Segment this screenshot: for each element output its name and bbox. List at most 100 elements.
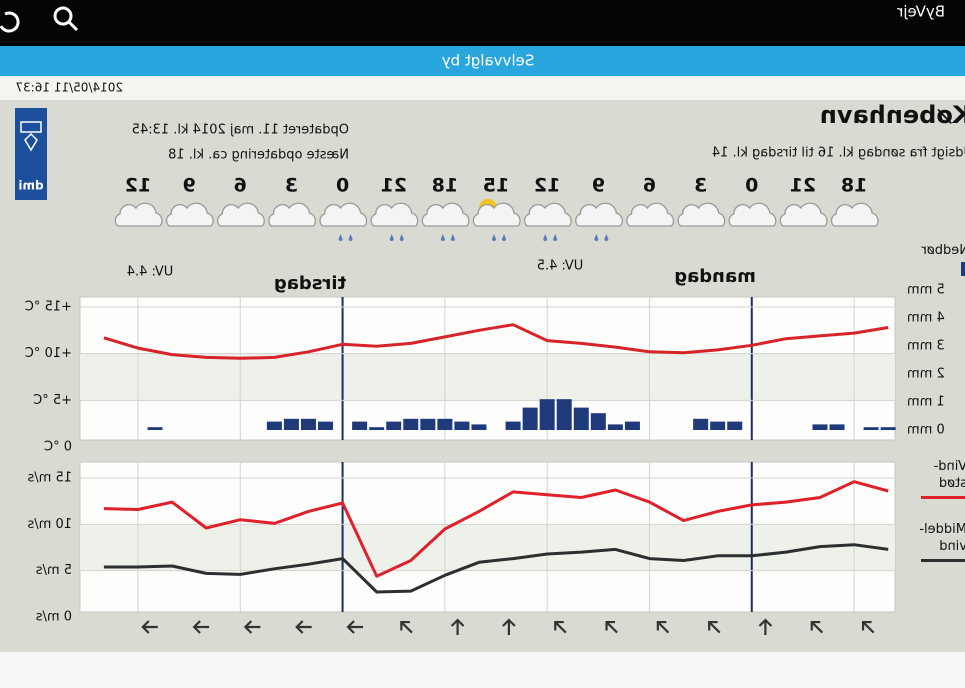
- timestamp: 2014/05/11 16:37: [15, 81, 123, 95]
- weather-icon: [677, 202, 726, 227]
- y-tick-label: 5 m/s: [36, 563, 72, 578]
- y-tick-label: 0 °C: [44, 440, 72, 455]
- wind-arrow: [141, 620, 158, 634]
- wind-arrow: [708, 620, 721, 634]
- wind-arrow: [192, 620, 210, 634]
- precip-bar: [403, 418, 419, 430]
- y-tick-label: 0 m/s: [36, 610, 72, 625]
- precip-bar: [369, 427, 385, 430]
- footer: [0, 652, 965, 688]
- cloud: [268, 202, 316, 227]
- series-line: [103, 480, 889, 578]
- rain-drop: [502, 234, 507, 241]
- precip-bar: [710, 421, 726, 430]
- rain-drop: [338, 234, 343, 241]
- precip-bar: [573, 407, 589, 430]
- wind-arrow: [656, 620, 670, 634]
- y-tick-label: 10 m/s: [27, 517, 72, 532]
- cloud: [165, 202, 214, 227]
- cloud: [830, 202, 879, 227]
- rain-drop: [348, 234, 353, 241]
- weather-icon: [728, 202, 777, 227]
- cloud: [523, 202, 572, 227]
- hour-label: 21: [380, 175, 406, 197]
- weather-icon: [114, 202, 163, 227]
- hour-label: 12: [534, 175, 560, 197]
- precip-bar: [880, 427, 896, 430]
- weather-icon: [319, 202, 368, 241]
- legend-label: Vind-stød: [933, 459, 965, 491]
- day-label: mandag: [674, 266, 756, 287]
- precip-bar: [471, 424, 487, 430]
- logo-crest: [20, 121, 42, 152]
- y2-tick-label: 3 mm: [907, 339, 945, 354]
- updated: Opdateret 11. maj 2014 kl. 13:45: [132, 123, 349, 138]
- search-icon[interactable]: [53, 6, 79, 32]
- rain-drop: [492, 234, 497, 241]
- weather-icon: [165, 202, 214, 227]
- rain-drop: [553, 234, 558, 241]
- weather-icon: [626, 202, 675, 227]
- wind-arrow: [346, 620, 363, 634]
- y-tick-label: 15 m/s: [27, 471, 72, 486]
- y2-tick-label: 2 mm: [907, 367, 945, 382]
- hour-label: 9: [592, 175, 605, 197]
- city-name: København: [820, 101, 965, 129]
- legend-label: Nedbør: [921, 243, 965, 258]
- precip-bar: [727, 421, 743, 430]
- y-tick-label: +15 °C: [25, 300, 72, 315]
- cloud: [728, 202, 777, 227]
- rain-drop: [450, 234, 455, 241]
- refresh-icon[interactable]: [0, 11, 20, 33]
- status-bar: [0, 0, 965, 46]
- hour-label: 15: [483, 175, 509, 197]
- precip-bar: [556, 399, 572, 430]
- weather-icon: [217, 202, 265, 227]
- precip-bar: [693, 418, 709, 430]
- hour-label: 0: [336, 175, 349, 197]
- cloud: [319, 202, 368, 227]
- cloud: [114, 202, 163, 227]
- precip-bar: [386, 421, 402, 430]
- next-update: Næste opdatering ca. kl. 18: [168, 148, 349, 163]
- precip-bar: [147, 427, 163, 430]
- hour-label: 6: [234, 175, 247, 197]
- hour-label: 0: [745, 175, 758, 197]
- precip-bar: [863, 427, 879, 430]
- rain-drop: [389, 234, 394, 241]
- precip-bar: [437, 418, 453, 430]
- chart-band: [80, 353, 895, 401]
- chart-band: [80, 524, 895, 571]
- cloud: [472, 202, 521, 227]
- wind-arrow: [400, 620, 413, 634]
- precip-bar: [352, 421, 368, 430]
- y2-tick-label: 4 mm: [907, 311, 945, 326]
- forecast-period: Udsigt fra søndag kl. 16 til tirsdag kl.…: [712, 146, 965, 161]
- wind-arrow: [554, 620, 567, 634]
- legend-swatch: [921, 496, 965, 499]
- legend-swatch: [961, 262, 965, 276]
- hour-label: 3: [694, 175, 707, 197]
- precip-bar: [283, 418, 299, 430]
- y-tick-label: +5 °C: [33, 393, 72, 408]
- weather-icon: [523, 202, 572, 241]
- precip-bar: [539, 399, 555, 430]
- weather-icon: [575, 202, 623, 241]
- hour-label: 9: [183, 175, 196, 197]
- series-line: [103, 323, 889, 360]
- y-tick-label: +10 °C: [25, 346, 72, 361]
- precip-bar: [505, 421, 521, 430]
- rain-drop: [604, 234, 609, 241]
- precip-bar: [454, 421, 470, 430]
- legend-label: Middel-vind: [919, 522, 965, 554]
- weather-icon: [370, 202, 419, 241]
- nav-bar: [0, 46, 965, 76]
- hour-label: 18: [432, 175, 458, 197]
- wind-arrow: [295, 620, 312, 634]
- wind-arrow: [605, 620, 618, 634]
- wind-arrow: [810, 620, 824, 634]
- precip-bar: [266, 421, 282, 430]
- precip-bar: [812, 424, 828, 430]
